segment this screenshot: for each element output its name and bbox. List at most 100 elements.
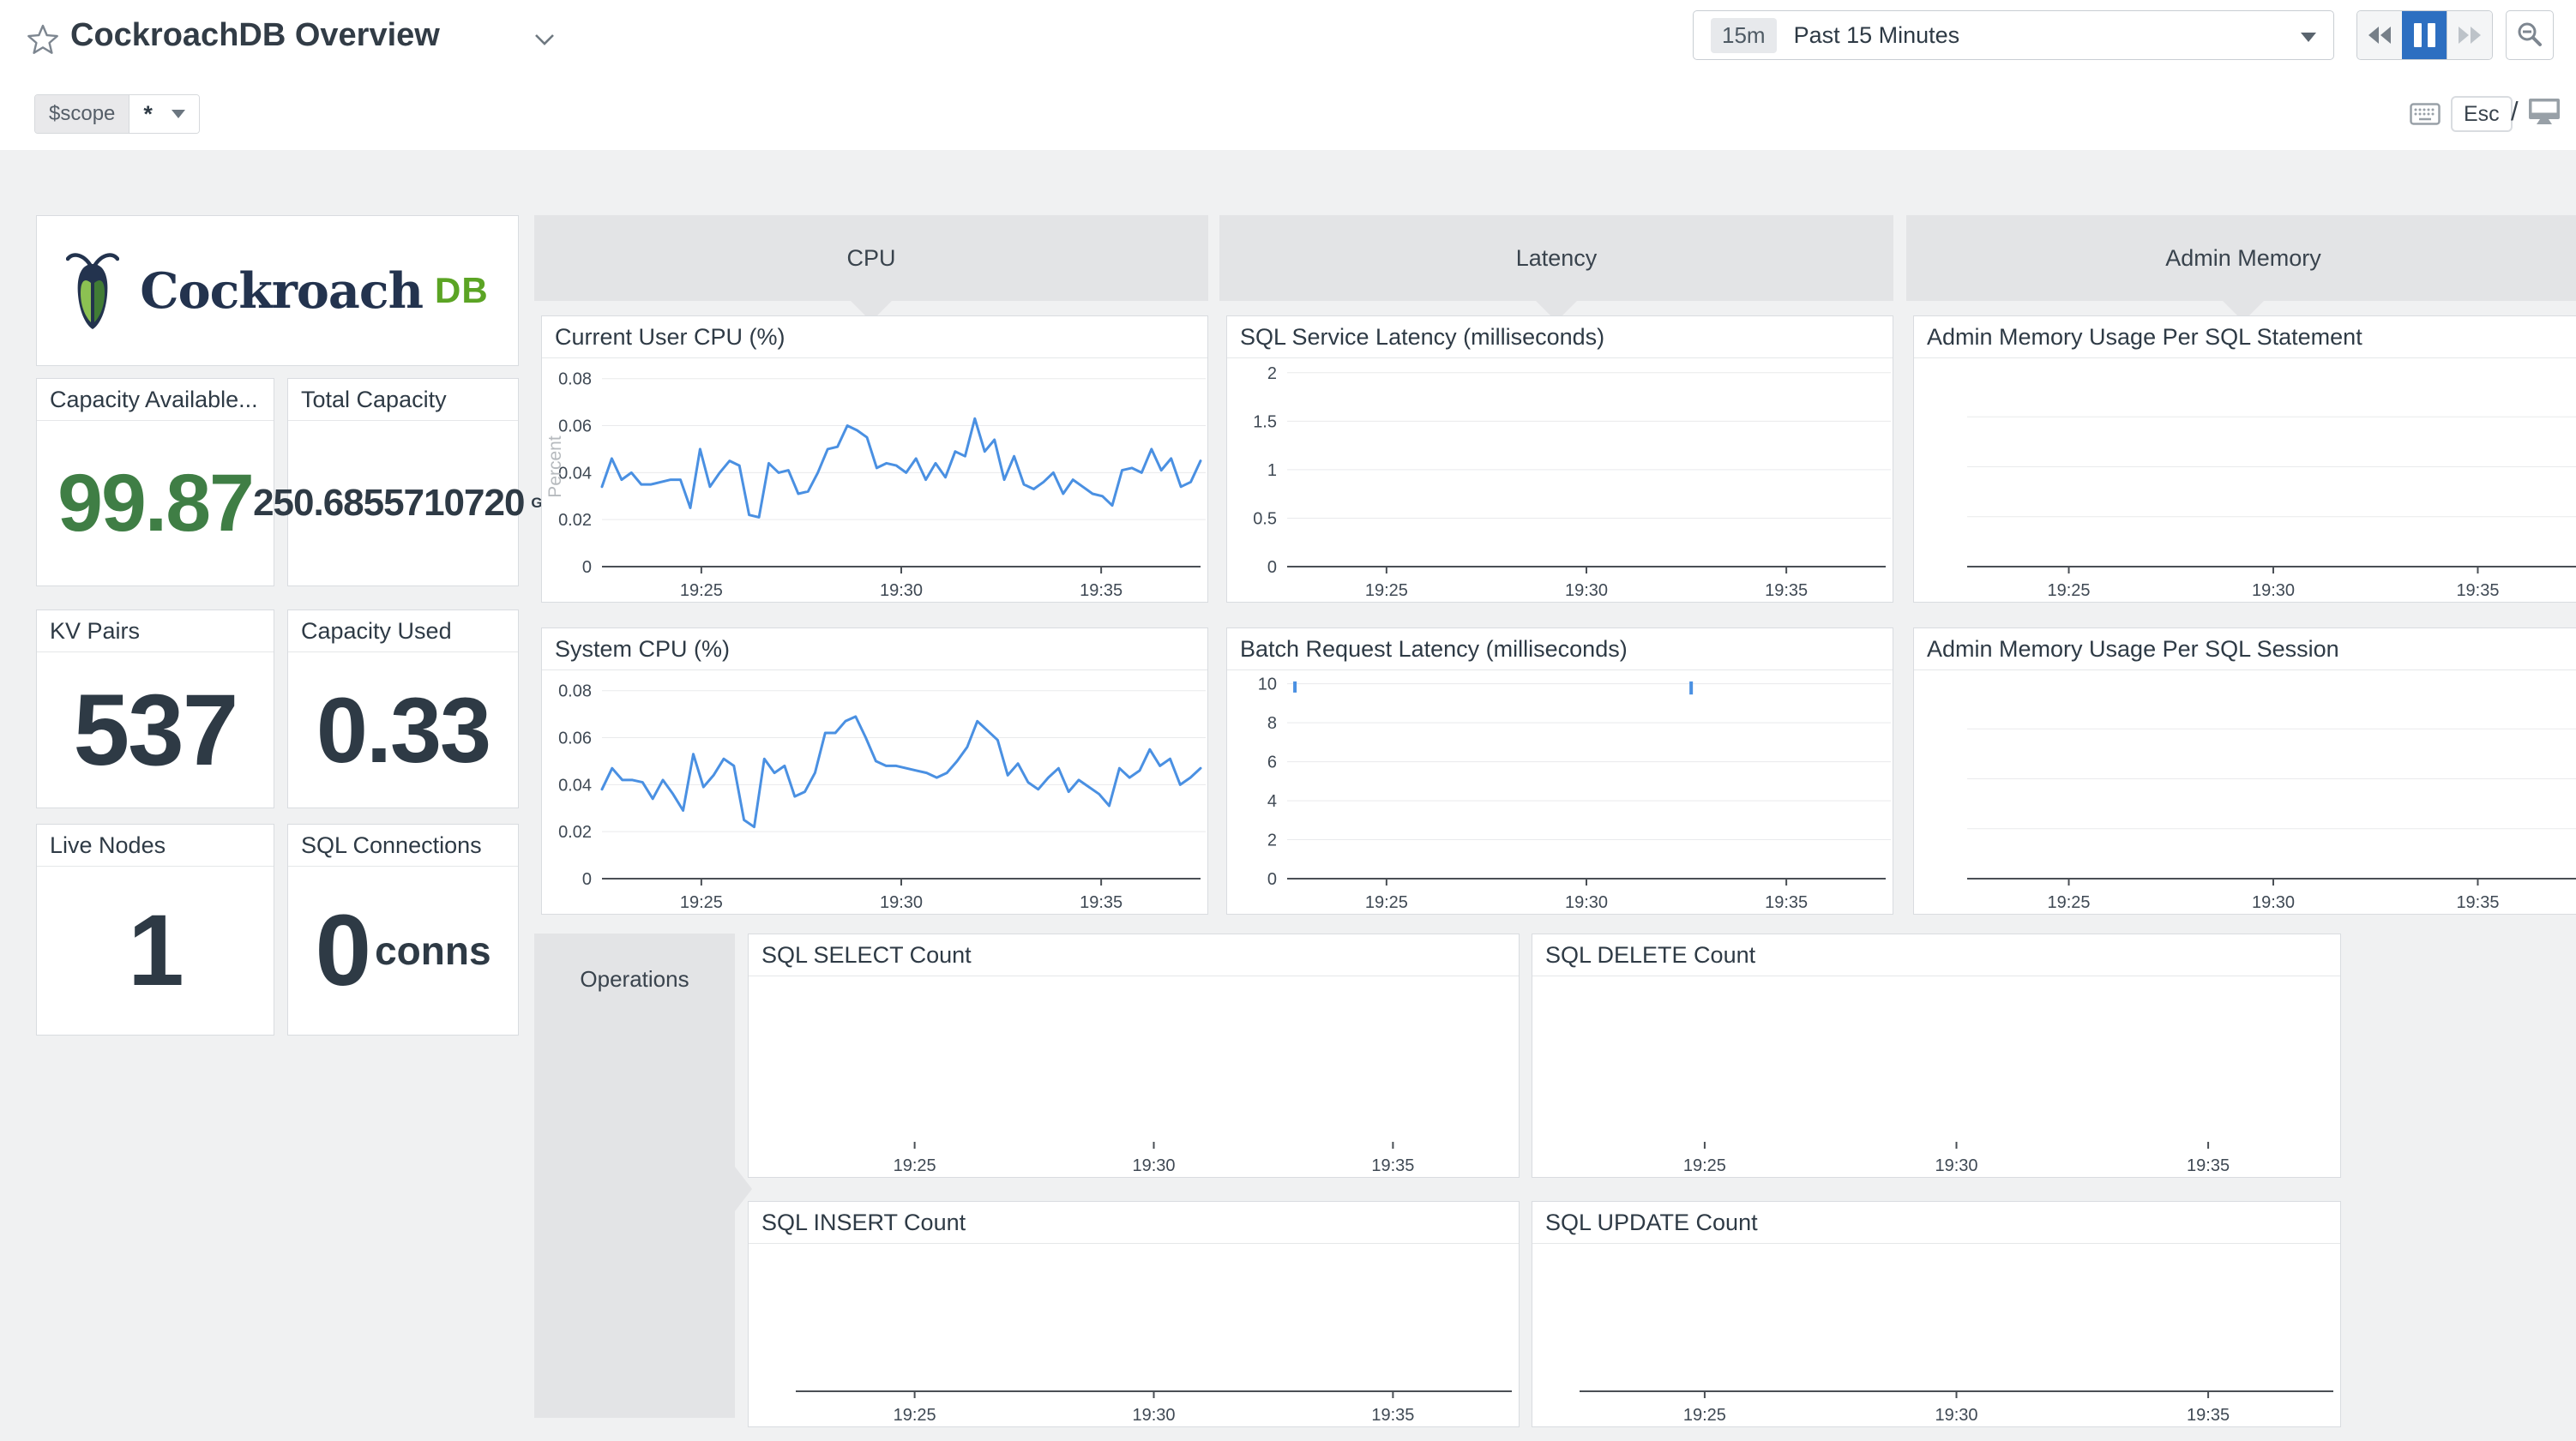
- svg-text:19:30: 19:30: [1132, 1156, 1175, 1175]
- group-header-latency[interactable]: Latency: [1219, 215, 1893, 321]
- svg-text:2: 2: [1267, 364, 1277, 383]
- logo-brand-text: Cockroach: [140, 261, 424, 320]
- chart-panel-sql-select-count: SQL SELECT Count 19:25 19:30 19:35: [748, 934, 1520, 1178]
- stat-value: 0.33: [316, 677, 491, 782]
- svg-text:19:25: 19:25: [2047, 893, 2090, 912]
- chart-panel-sql-insert-count: SQL INSERT Count 19:25 19:30 19:35: [748, 1201, 1520, 1427]
- page-title: CockroachDB Overview: [70, 17, 440, 53]
- system-cpu-chart[interactable]: 0 0.02 0.04 0.06 0.08 19:25 19:30 19:35: [542, 670, 1207, 915]
- stat-card-live-nodes[interactable]: Live Nodes 1: [36, 824, 274, 1036]
- stat-title: KV Pairs: [37, 610, 274, 652]
- svg-text:19:35: 19:35: [2187, 1406, 2230, 1425]
- group-header-admin-memory[interactable]: Admin Memory: [1906, 215, 2576, 321]
- svg-text:19:35: 19:35: [1371, 1406, 1414, 1425]
- chart-title: Batch Request Latency (milliseconds): [1227, 628, 1893, 670]
- svg-text:19:35: 19:35: [2187, 1156, 2230, 1175]
- zoom-out-button[interactable]: [2506, 10, 2554, 60]
- group-label: Admin Memory: [2165, 244, 2321, 271]
- svg-text:19:25: 19:25: [1365, 581, 1408, 600]
- svg-text:0.06: 0.06: [558, 417, 592, 436]
- stat-value: 1: [128, 894, 184, 1007]
- svg-text:19:30: 19:30: [2252, 581, 2295, 600]
- svg-text:0: 0: [1267, 558, 1277, 577]
- stat-value: 99.87: [57, 457, 255, 549]
- group-header-cpu[interactable]: CPU: [534, 215, 1208, 321]
- svg-text:19:35: 19:35: [1765, 893, 1808, 912]
- stat-card-kv-pairs[interactable]: KV Pairs 537: [36, 609, 274, 808]
- admin-memory-statement-chart[interactable]: 19:25 19:30 19:35: [1914, 358, 2576, 603]
- stat-card-sql-connections[interactable]: SQL Connections 0 conns: [287, 824, 519, 1036]
- svg-text:1: 1: [1267, 461, 1277, 480]
- keyboard-shortcuts-icon[interactable]: [2410, 103, 2441, 129]
- scope-caret-icon: [171, 110, 185, 118]
- rewind-button[interactable]: [2357, 11, 2402, 59]
- chart-title: Current User CPU (%): [542, 316, 1207, 358]
- svg-text:19:35: 19:35: [2456, 581, 2499, 600]
- chart-title: System CPU (%): [542, 628, 1207, 670]
- svg-text:19:30: 19:30: [880, 581, 923, 600]
- svg-text:0: 0: [582, 558, 592, 577]
- stat-value: 250.6855710720: [253, 482, 525, 524]
- svg-text:10: 10: [1258, 675, 1277, 694]
- stat-title: Live Nodes: [37, 825, 274, 867]
- magnifier-minus-icon: [2518, 22, 2542, 46]
- current-user-cpu-chart[interactable]: 0 0.02 0.04 0.06 0.08 19:25 19:30 19:35 Percent: [542, 358, 1207, 603]
- svg-text:19:25: 19:25: [894, 1156, 936, 1175]
- svg-text:19:35: 19:35: [1765, 581, 1808, 600]
- template-variable-scope[interactable]: $scope *: [34, 94, 200, 134]
- stat-value: 537: [73, 673, 239, 787]
- group-header-operations[interactable]: Operations: [534, 934, 752, 1418]
- star-icon: [27, 24, 58, 54]
- time-range-selector[interactable]: 15m Past 15 Minutes: [1693, 10, 2334, 60]
- group-label: Latency: [1515, 244, 1598, 271]
- pause-icon: [2413, 23, 2435, 47]
- scope-variable-value-dropdown[interactable]: *: [129, 95, 199, 133]
- stat-title: Total Capacity: [288, 379, 518, 421]
- time-range-label: Past 15 Minutes: [1793, 21, 1960, 48]
- svg-text:19:35: 19:35: [1080, 893, 1122, 912]
- svg-text:19:30: 19:30: [1565, 893, 1608, 912]
- sql-delete-count-chart[interactable]: 19:25 19:30 19:35: [1532, 976, 2340, 1178]
- svg-text:19:30: 19:30: [1132, 1406, 1175, 1425]
- chart-panel-system-cpu: System CPU (%) 0 0.02 0.04 0.06 0.08 19:25 19:…: [541, 627, 1208, 915]
- group-label: CPU: [846, 244, 896, 271]
- batch-request-latency-chart[interactable]: 0 2 4 6 8 10 19:25 19:30 19:35: [1227, 670, 1893, 915]
- chart-panel-sql-service-latency: SQL Service Latency (milliseconds) 0 0.5 1…: [1226, 315, 1893, 603]
- svg-text:19:35: 19:35: [1371, 1156, 1414, 1175]
- stat-title: SQL Connections: [288, 825, 518, 867]
- chart-title: SQL DELETE Count: [1532, 934, 2340, 976]
- favorite-star-icon[interactable]: [26, 22, 60, 57]
- svg-text:2: 2: [1267, 832, 1277, 850]
- slash-separator: /: [2511, 96, 2519, 126]
- admin-memory-session-chart[interactable]: 19:25 19:30 19:35: [1914, 670, 2576, 915]
- scope-variable-name: $scope: [35, 95, 129, 133]
- chart-title: Admin Memory Usage Per SQL Session: [1914, 628, 2576, 670]
- cockroachdb-logo-card: Cockroach DB: [36, 215, 519, 366]
- svg-text:19:30: 19:30: [880, 893, 923, 912]
- chart-title: SQL INSERT Count: [749, 1202, 1519, 1244]
- stat-card-total-capacity[interactable]: Total Capacity 250.6855710720GB: [253, 378, 553, 586]
- chart-title: SQL SELECT Count: [749, 934, 1519, 976]
- title-dropdown-chevron-icon[interactable]: [533, 33, 556, 48]
- chart-title: SQL UPDATE Count: [1532, 1202, 2340, 1244]
- svg-text:0.02: 0.02: [558, 823, 592, 842]
- stat-title: Capacity Available...: [37, 379, 274, 421]
- pause-button[interactable]: [2402, 11, 2447, 59]
- fast-forward-button[interactable]: [2447, 11, 2492, 59]
- svg-text:19:25: 19:25: [894, 1406, 936, 1425]
- sql-select-count-chart[interactable]: 19:25 19:30 19:35: [749, 976, 1519, 1178]
- group-notch: [735, 1167, 752, 1211]
- svg-text:0.5: 0.5: [1253, 509, 1277, 528]
- svg-text:19:25: 19:25: [2047, 581, 2090, 600]
- svg-text:0: 0: [1267, 870, 1277, 889]
- sql-update-count-chart[interactable]: 19:25 19:30 19:35: [1532, 1244, 2340, 1427]
- chart-panel-sql-update-count: SQL UPDATE Count 19:25 19:30 19:35: [1532, 1201, 2341, 1427]
- chart-panel-admin-memory-session: Admin Memory Usage Per SQL Session 19:25…: [1913, 627, 2576, 915]
- stat-unit: conns: [375, 928, 491, 973]
- sql-service-latency-chart[interactable]: 0 0.5 1 1.5 2 19:25 19:30 19:35: [1227, 358, 1893, 603]
- stat-card-capacity-available[interactable]: Capacity Available... 99.87: [36, 378, 274, 586]
- tv-mode-icon[interactable]: [2528, 98, 2561, 129]
- stat-card-capacity-used[interactable]: Capacity Used 0.33: [287, 609, 519, 808]
- svg-text:0.06: 0.06: [558, 730, 592, 748]
- sql-insert-count-chart[interactable]: 19:25 19:30 19:35: [749, 1244, 1519, 1427]
